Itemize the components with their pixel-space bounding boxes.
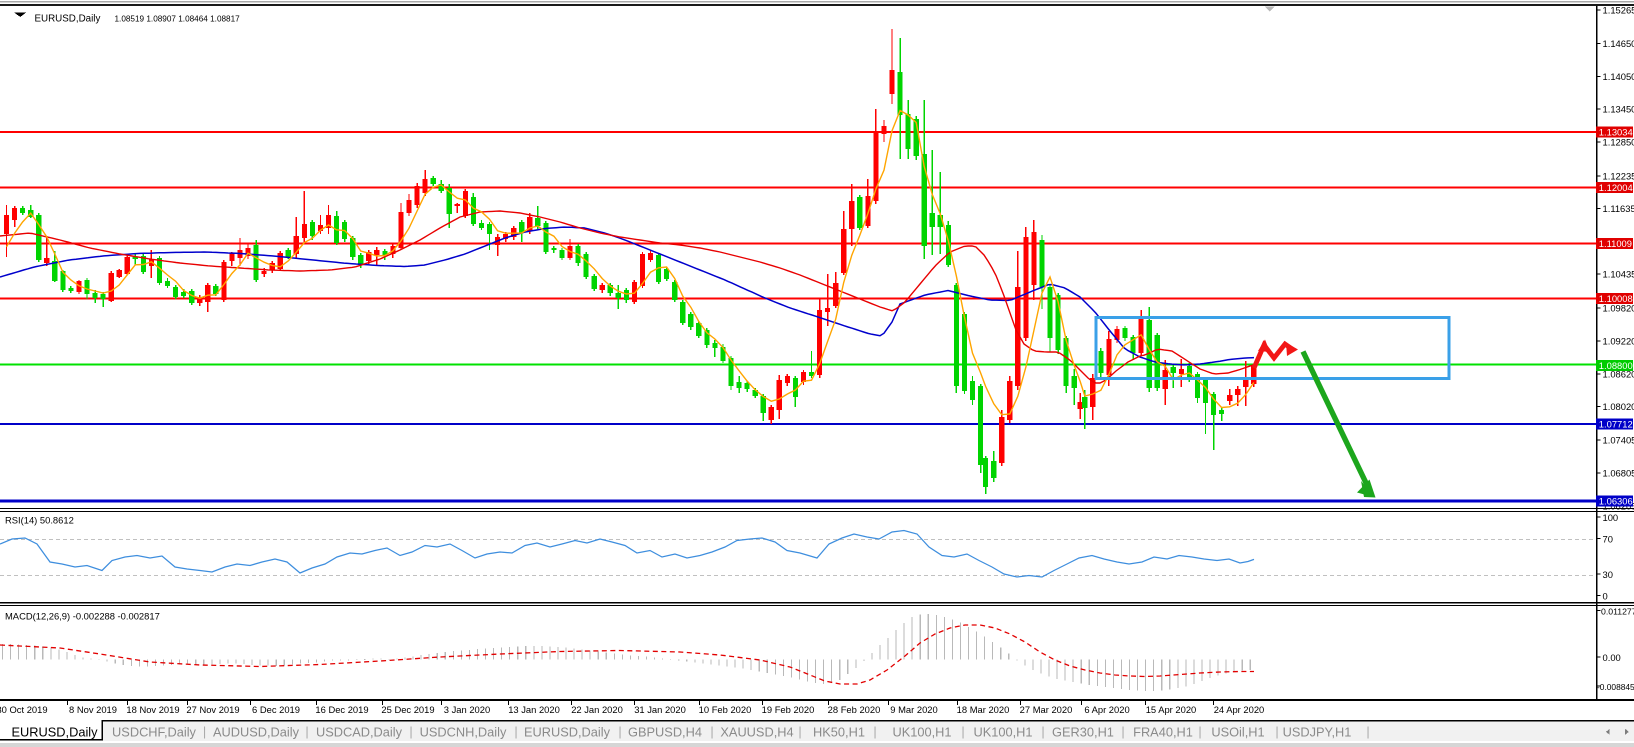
svg-text:|: | xyxy=(1198,724,1201,739)
svg-text:1.14650: 1.14650 xyxy=(1603,38,1634,49)
svg-text:1.06306: 1.06306 xyxy=(1599,496,1633,507)
svg-text:0.011277: 0.011277 xyxy=(1601,607,1634,617)
svg-text:|: | xyxy=(961,724,964,739)
svg-text:15 Apr 2020: 15 Apr 2020 xyxy=(1146,704,1197,715)
svg-text:18 Nov 2019: 18 Nov 2019 xyxy=(126,704,179,715)
svg-text:27 Mar 2020: 27 Mar 2020 xyxy=(1020,704,1073,715)
svg-text:6 Apr 2020: 6 Apr 2020 xyxy=(1084,704,1129,715)
svg-text:USDJPY,H1: USDJPY,H1 xyxy=(1283,724,1352,739)
svg-text:70: 70 xyxy=(1603,534,1613,545)
svg-text:22 Jan 2020: 22 Jan 2020 xyxy=(571,704,623,715)
svg-text:27 Nov 2019: 27 Nov 2019 xyxy=(186,704,239,715)
svg-text:HK50,H1: HK50,H1 xyxy=(813,724,865,739)
svg-text:0.00: 0.00 xyxy=(1603,652,1621,663)
svg-text:1.09820: 1.09820 xyxy=(1603,303,1634,314)
svg-text:1.08800: 1.08800 xyxy=(1599,360,1633,371)
svg-text:100: 100 xyxy=(1603,512,1619,523)
svg-text:AUDUSD,Daily: AUDUSD,Daily xyxy=(213,724,300,739)
svg-text:1.12235: 1.12235 xyxy=(1603,171,1634,182)
svg-text:30: 30 xyxy=(1603,569,1613,580)
svg-text:USDCAD,Daily: USDCAD,Daily xyxy=(316,724,403,739)
svg-text:16 Dec 2019: 16 Dec 2019 xyxy=(315,704,368,715)
svg-text:UK100,H1: UK100,H1 xyxy=(892,724,951,739)
svg-text:USDCNH,Daily: USDCNH,Daily xyxy=(420,724,507,739)
svg-text:|: | xyxy=(409,724,412,739)
svg-text:|: | xyxy=(710,724,713,739)
svg-text:1.11009: 1.11009 xyxy=(1599,238,1632,249)
svg-text:|: | xyxy=(1041,724,1044,739)
svg-text:EURUSD,Daily: EURUSD,Daily xyxy=(524,724,611,739)
svg-text:1.12850: 1.12850 xyxy=(1603,137,1634,148)
svg-text:13 Jan 2020: 13 Jan 2020 xyxy=(508,704,560,715)
svg-text:GER30,H1: GER30,H1 xyxy=(1052,724,1114,739)
svg-text:-0.008845: -0.008845 xyxy=(1597,682,1634,692)
svg-text:MACD(12,26,9) -0.002288 -0.002: MACD(12,26,9) -0.002288 -0.002817 xyxy=(5,611,160,622)
svg-text:1.13034: 1.13034 xyxy=(1599,127,1633,138)
svg-text:6 Dec 2019: 6 Dec 2019 xyxy=(252,704,300,715)
svg-text:XAUUSD,H4: XAUUSD,H4 xyxy=(720,724,793,739)
svg-text:1.08620: 1.08620 xyxy=(1603,369,1634,380)
svg-text:30 Oct 2019: 30 Oct 2019 xyxy=(0,704,48,715)
svg-text:1.06805: 1.06805 xyxy=(1603,468,1634,479)
svg-text:3 Jan 2020: 3 Jan 2020 xyxy=(444,704,490,715)
svg-text:1.07405: 1.07405 xyxy=(1603,435,1634,446)
svg-text:1.08020: 1.08020 xyxy=(1603,401,1634,412)
svg-text:10 Feb 2020: 10 Feb 2020 xyxy=(699,704,752,715)
svg-text:1.14050: 1.14050 xyxy=(1603,71,1634,82)
svg-text:31 Jan 2020: 31 Jan 2020 xyxy=(634,704,686,715)
svg-text:|: | xyxy=(305,724,308,739)
svg-text:FRA40,H1: FRA40,H1 xyxy=(1133,724,1193,739)
svg-text:18 Mar 2020: 18 Mar 2020 xyxy=(957,704,1010,715)
svg-text:1.08519 1.08907 1.08464 1.0881: 1.08519 1.08907 1.08464 1.08817 xyxy=(115,14,241,23)
svg-text:UK100,H1: UK100,H1 xyxy=(973,724,1032,739)
svg-text:1.15265: 1.15265 xyxy=(1603,5,1634,16)
svg-text:|: | xyxy=(514,724,517,739)
svg-text:|: | xyxy=(1366,724,1369,739)
svg-text:8 Nov 2019: 8 Nov 2019 xyxy=(69,704,117,715)
svg-text:25 Dec 2019: 25 Dec 2019 xyxy=(381,704,434,715)
svg-text:|: | xyxy=(1121,724,1124,739)
svg-text:9 Mar 2020: 9 Mar 2020 xyxy=(890,704,937,715)
svg-text:24 Apr 2020: 24 Apr 2020 xyxy=(1214,704,1265,715)
svg-text:EURUSD,Daily: EURUSD,Daily xyxy=(35,14,101,25)
svg-text:USDCHF,Daily: USDCHF,Daily xyxy=(112,724,196,739)
svg-text:|: | xyxy=(1275,724,1278,739)
svg-text:EURUSD,Daily: EURUSD,Daily xyxy=(12,724,99,739)
svg-text:28 Feb 2020: 28 Feb 2020 xyxy=(828,704,881,715)
svg-text:|: | xyxy=(203,724,206,739)
svg-text:|: | xyxy=(618,724,621,739)
svg-text:1.13450: 1.13450 xyxy=(1603,104,1634,115)
svg-text:|: | xyxy=(873,724,876,739)
svg-text:1.10008: 1.10008 xyxy=(1599,293,1633,304)
svg-text:0: 0 xyxy=(1603,591,1608,602)
svg-text:1.12004: 1.12004 xyxy=(1599,182,1633,193)
svg-text:19 Feb 2020: 19 Feb 2020 xyxy=(762,704,815,715)
svg-text:GBPUSD,H4: GBPUSD,H4 xyxy=(628,724,702,739)
svg-text:1.09220: 1.09220 xyxy=(1603,336,1634,347)
svg-text:USOil,H1: USOil,H1 xyxy=(1211,724,1264,739)
svg-text:1.10435: 1.10435 xyxy=(1603,269,1634,280)
svg-text:RSI(14) 50.8612: RSI(14) 50.8612 xyxy=(5,515,74,526)
svg-text:1.11635: 1.11635 xyxy=(1603,203,1634,214)
svg-text:1.07712: 1.07712 xyxy=(1599,419,1633,430)
svg-text:|: | xyxy=(798,724,801,739)
